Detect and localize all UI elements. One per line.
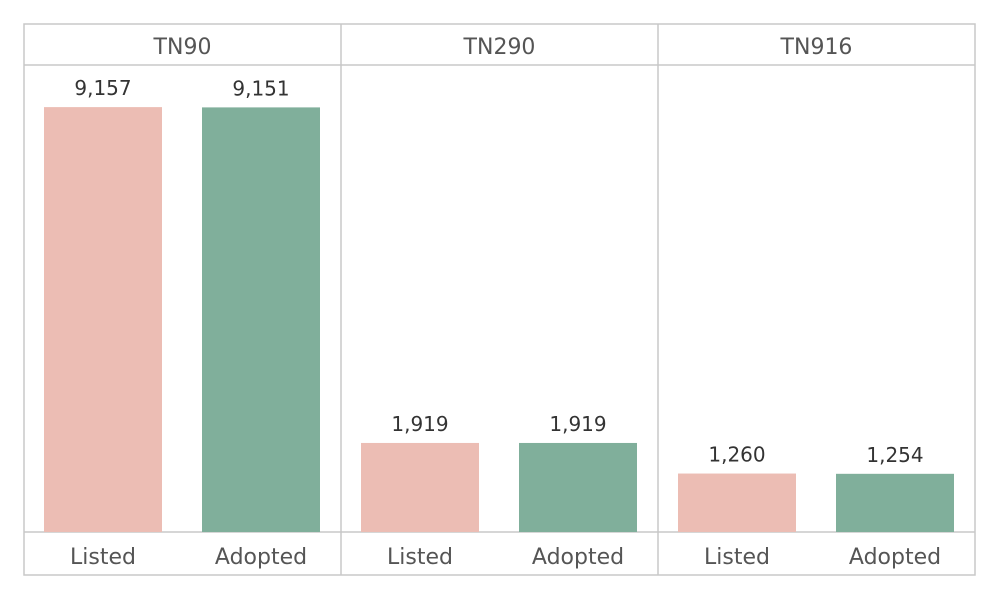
value-label-tn90-adopted: 9,151 — [232, 76, 289, 100]
bar-tn90-adopted — [202, 107, 320, 532]
panel-title-tn90: TN90 — [153, 35, 212, 60]
bars — [44, 107, 954, 532]
value-label-tn290-listed: 1,919 — [391, 412, 448, 436]
bar-tn290-adopted — [519, 442, 637, 532]
category-label-tn290-adopted: Adopted — [532, 545, 624, 570]
category-label-tn916-listed: Listed — [704, 545, 770, 570]
value-labels: 9,157 9,151 1,919 1,919 1,260 1,254 — [74, 76, 923, 467]
chart-frame — [23, 23, 976, 576]
bar-tn290-listed — [361, 442, 479, 532]
value-label-tn916-listed: 1,260 — [708, 443, 765, 467]
bar-tn916-listed — [678, 473, 796, 532]
outer-border — [23, 23, 976, 576]
category-label-tn916-adopted: Adopted — [849, 545, 941, 570]
panel-titles: TN90 TN290 TN916 — [153, 35, 853, 60]
category-label-tn290-listed: Listed — [387, 545, 453, 570]
panel-title-tn290: TN290 — [463, 35, 536, 60]
value-label-tn90-listed: 9,157 — [74, 76, 131, 100]
value-label-tn290-adopted: 1,919 — [549, 412, 606, 436]
category-labels: Listed Adopted Listed Adopted Listed Adopted — [70, 545, 941, 570]
category-label-tn90-listed: Listed — [70, 545, 136, 570]
bar-tn916-adopted — [836, 473, 954, 532]
value-label-tn916-adopted: 1,254 — [866, 443, 923, 467]
bar-tn90-listed — [44, 107, 162, 532]
panel-title-tn916: TN916 — [780, 35, 853, 60]
category-label-tn90-adopted: Adopted — [215, 545, 307, 570]
